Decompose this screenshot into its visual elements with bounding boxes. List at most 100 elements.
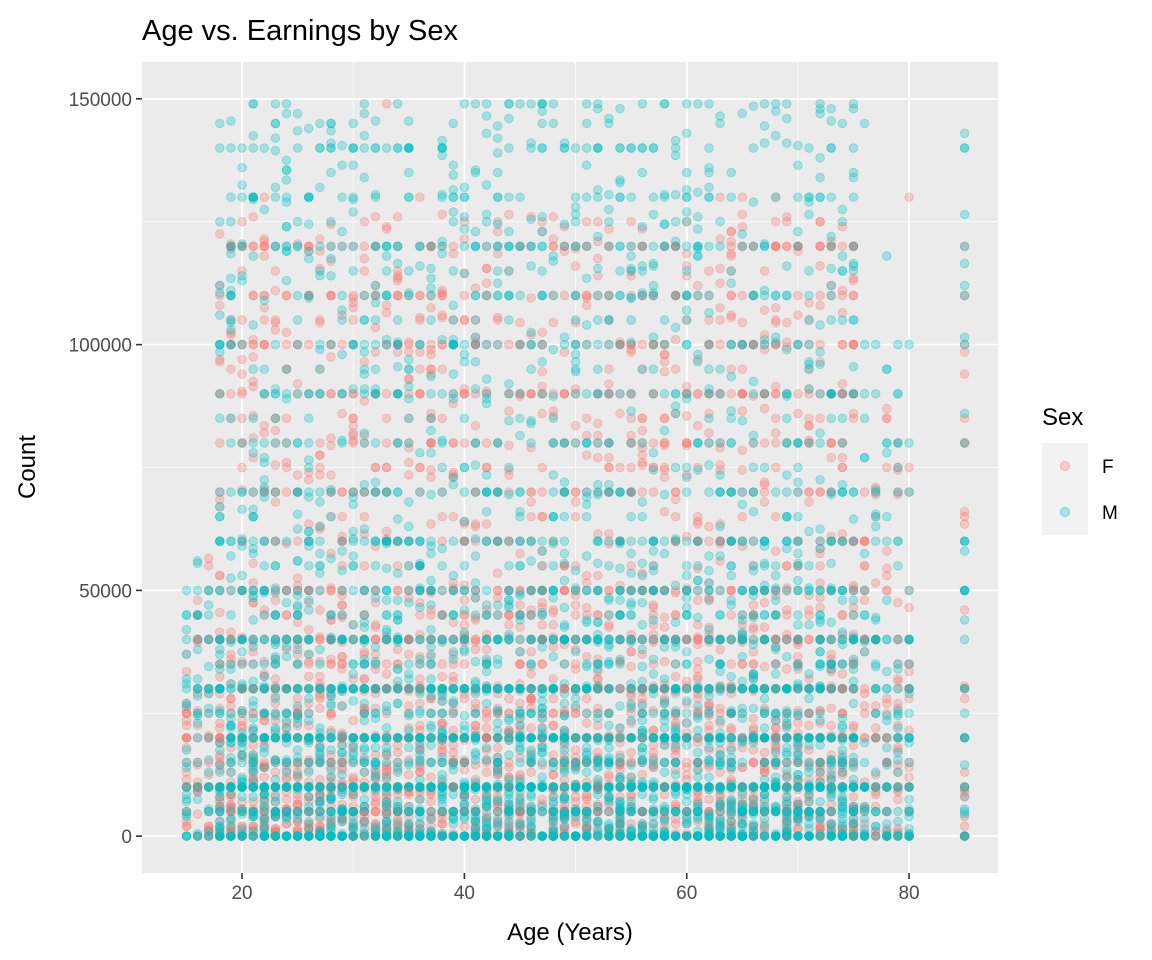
point-m	[326, 782, 336, 792]
point-m	[526, 241, 536, 252]
point-m	[515, 339, 525, 350]
point-m	[304, 792, 314, 802]
point-f	[192, 595, 203, 605]
point-m	[370, 757, 381, 768]
point-m	[426, 413, 436, 424]
point-m	[415, 806, 425, 817]
point-m	[315, 521, 325, 532]
point-m	[493, 634, 503, 645]
point-m	[393, 315, 403, 325]
point-f	[593, 570, 603, 581]
point-m	[470, 99, 481, 109]
point-m	[315, 143, 325, 153]
point-m	[437, 462, 447, 473]
point-m	[426, 708, 436, 719]
point-m	[215, 339, 225, 350]
point-f	[381, 462, 392, 473]
point-m	[415, 339, 425, 350]
point-m	[359, 659, 370, 669]
point-m	[281, 708, 292, 719]
point-m	[448, 782, 459, 792]
point-m	[426, 625, 436, 635]
point-m	[515, 819, 525, 829]
point-m	[237, 659, 247, 669]
point-m	[259, 453, 270, 463]
point-m	[559, 679, 570, 689]
point-f	[259, 315, 270, 325]
point-m	[404, 413, 414, 424]
point-m	[248, 713, 258, 723]
point-m	[470, 167, 481, 178]
point-m	[359, 733, 370, 743]
point-m	[337, 701, 347, 711]
point-f	[548, 720, 559, 731]
point-f	[292, 379, 303, 389]
point-m	[448, 300, 459, 311]
point-f	[215, 438, 225, 448]
point-m	[226, 782, 236, 792]
point-m	[404, 266, 414, 276]
point-m	[537, 546, 547, 556]
point-m	[270, 182, 281, 193]
point-m	[537, 339, 547, 350]
point-f	[582, 450, 592, 460]
point-m	[259, 684, 270, 694]
point-m	[426, 757, 436, 768]
point-f	[448, 512, 459, 522]
point-f	[559, 290, 570, 301]
point-m	[237, 241, 247, 252]
point-m	[337, 566, 347, 576]
point-f	[415, 389, 425, 399]
point-m	[426, 814, 436, 824]
point-m	[248, 792, 258, 802]
point-m	[359, 339, 370, 350]
point-m	[493, 752, 503, 763]
point-m	[259, 585, 270, 596]
point-m	[504, 143, 514, 153]
point-m	[481, 290, 492, 301]
point-f	[315, 605, 325, 615]
point-m	[192, 782, 203, 792]
point-m	[259, 295, 270, 306]
point-f	[415, 364, 425, 374]
point-m	[437, 728, 447, 738]
point-m	[481, 600, 492, 610]
point-m	[526, 831, 536, 841]
point-f	[337, 408, 347, 419]
point-m	[493, 241, 503, 252]
point-m	[448, 570, 459, 581]
point-m	[470, 578, 481, 588]
point-m	[448, 634, 459, 645]
point-f	[437, 819, 447, 829]
point-m	[292, 610, 303, 620]
point-f	[181, 733, 192, 743]
point-m	[215, 536, 225, 546]
point-m	[582, 814, 592, 824]
point-m	[315, 684, 325, 694]
point-m	[226, 438, 236, 448]
point-m	[393, 536, 403, 546]
point-f	[504, 406, 514, 416]
point-f	[326, 389, 336, 399]
point-m	[570, 290, 581, 301]
point-m	[559, 339, 570, 350]
point-m	[270, 831, 281, 841]
point-m	[203, 585, 214, 596]
point-m	[582, 829, 592, 839]
point-f	[504, 693, 514, 704]
point-m	[292, 770, 303, 780]
point-f	[192, 637, 203, 647]
point-f	[504, 209, 514, 220]
point-m	[526, 214, 536, 225]
point-m	[270, 634, 281, 645]
point-f	[348, 303, 358, 313]
point-m	[470, 656, 481, 667]
point-f	[315, 470, 325, 480]
point-m	[281, 108, 292, 119]
point-m	[292, 831, 303, 841]
point-m	[326, 487, 336, 497]
point-m	[181, 757, 192, 768]
point-f	[515, 548, 525, 559]
point-m	[237, 706, 247, 716]
point-m	[281, 831, 292, 841]
